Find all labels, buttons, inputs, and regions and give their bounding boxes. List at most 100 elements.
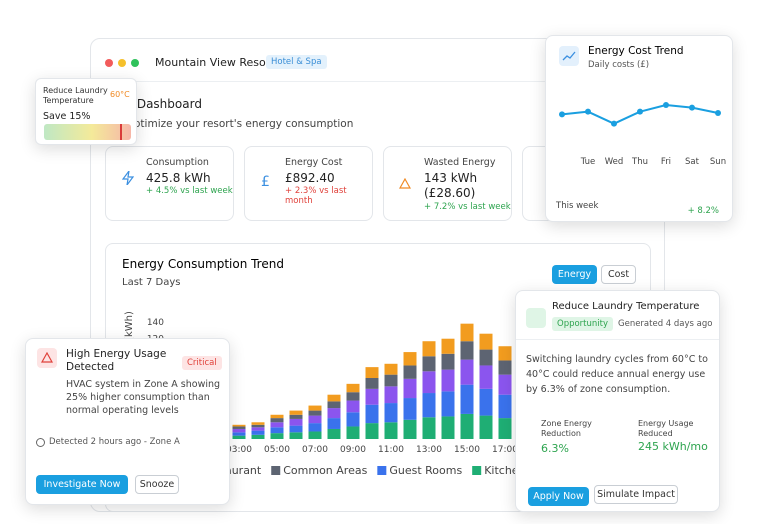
bar-segment bbox=[460, 323, 474, 342]
bar-segment bbox=[232, 435, 246, 439]
bar-segment bbox=[327, 408, 341, 419]
legend-swatch bbox=[377, 466, 387, 475]
bar-segment bbox=[384, 363, 398, 375]
bar-segment bbox=[498, 360, 512, 375]
cost-point bbox=[559, 111, 565, 118]
bar-segment bbox=[479, 349, 493, 366]
bar-segment bbox=[251, 427, 265, 431]
bar-segment bbox=[327, 394, 341, 402]
bar-segment bbox=[289, 418, 303, 426]
cost-card: Energy Cost Trend Daily costs (£) This w… bbox=[545, 35, 733, 222]
action-button[interactable]: Apply Now bbox=[528, 487, 589, 506]
divider bbox=[516, 339, 719, 340]
stat-value: 143 kWh bbox=[424, 171, 478, 185]
legend-swatch bbox=[472, 466, 482, 475]
bar-segment bbox=[365, 367, 379, 378]
icon bbox=[37, 348, 57, 368]
bar-segment bbox=[251, 424, 265, 428]
icon bbox=[41, 352, 53, 363]
mini-saving: Save 15% bbox=[43, 111, 91, 122]
x-tick-label: 07:00 bbox=[302, 445, 328, 455]
bar-segment bbox=[251, 430, 265, 435]
chart-subtitle: Daily costs (£) bbox=[588, 60, 649, 70]
cost-point bbox=[585, 108, 591, 115]
alert-description: HVAC system in Zone A showing 25% higher… bbox=[66, 379, 221, 416]
bar-segment bbox=[460, 384, 474, 414]
bar-segment bbox=[346, 383, 360, 393]
bar-segment bbox=[384, 403, 398, 423]
x-tick-label: 11:00 bbox=[378, 445, 404, 455]
alert-card: High Energy Usage Detected Critical HVAC… bbox=[25, 338, 230, 505]
cost-point bbox=[689, 104, 695, 111]
chart-subtitle: Last 7 Days bbox=[122, 277, 181, 288]
stat-card: £ Energy Cost £892.40 + 2.3% vs last mon… bbox=[244, 146, 373, 221]
bar-segment bbox=[346, 426, 360, 439]
stat-change: + 7.2% vs last week bbox=[424, 202, 511, 212]
bar-segment bbox=[403, 378, 417, 399]
bar-segment bbox=[403, 365, 417, 379]
x-tick-label: Fri bbox=[661, 157, 671, 167]
metric-value: 6.3% bbox=[541, 442, 569, 455]
temperature-bar bbox=[44, 124, 131, 140]
bar-segment bbox=[289, 432, 303, 439]
bar-segment bbox=[270, 427, 284, 434]
bar-segment bbox=[479, 415, 493, 439]
x-tick-label: 15:00 bbox=[454, 445, 480, 455]
metric-label: Zone Energy Reduction bbox=[541, 419, 592, 438]
icon: £ bbox=[261, 174, 270, 190]
icon bbox=[562, 51, 576, 61]
stat-card: Wasted Energy 143 kWh (£28.60) + 7.2% vs… bbox=[383, 146, 512, 221]
stat-value: £892.40 bbox=[285, 171, 335, 185]
bar-segment bbox=[403, 398, 417, 420]
bar-segment bbox=[498, 394, 512, 419]
clock-icon bbox=[36, 438, 45, 447]
bar-segment bbox=[384, 386, 398, 404]
icon bbox=[122, 171, 134, 185]
stat-value: (£28.60) bbox=[424, 186, 476, 200]
window-badge: Hotel & Spa bbox=[266, 55, 327, 69]
bar-segment bbox=[270, 422, 284, 428]
bar-segment bbox=[346, 412, 360, 427]
bar-segment bbox=[498, 418, 512, 439]
bar-segment bbox=[403, 419, 417, 439]
bar-segment bbox=[308, 423, 322, 432]
bar-segment bbox=[289, 410, 303, 415]
action-button[interactable]: Snooze bbox=[135, 475, 179, 494]
stat-card: Consumption 425.8 kWh + 4.5% vs last wee… bbox=[105, 146, 234, 221]
toggle-button[interactable]: Cost bbox=[601, 265, 636, 284]
bar-segment bbox=[270, 418, 284, 423]
bar-segment bbox=[422, 393, 436, 418]
bar-segment bbox=[498, 346, 512, 361]
bar-segment bbox=[251, 422, 265, 425]
bar-segment bbox=[232, 424, 246, 427]
x-tick-label: Wed bbox=[605, 157, 624, 167]
chart-title: Energy Cost Trend bbox=[588, 45, 684, 57]
chart-title: Energy Consumption Trend bbox=[122, 257, 284, 271]
dot bbox=[131, 59, 139, 67]
metric-value: 245 kWh/mo bbox=[638, 440, 708, 453]
y-axis-label: (kWh) bbox=[124, 311, 135, 341]
x-tick-label: 17:00 bbox=[492, 445, 518, 455]
bar-segment bbox=[422, 356, 436, 372]
bar-segment bbox=[422, 341, 436, 357]
severity-badge: Critical bbox=[182, 356, 222, 370]
bar-segment bbox=[460, 359, 474, 385]
bar-segment bbox=[384, 374, 398, 387]
cost-point bbox=[611, 120, 617, 127]
toggle-button[interactable]: Energy bbox=[552, 265, 597, 284]
bar-segment bbox=[232, 432, 246, 436]
rec-badge: Opportunity bbox=[552, 317, 614, 331]
action-button[interactable]: Simulate Impact bbox=[594, 485, 678, 504]
x-tick-label: 13:00 bbox=[416, 445, 442, 455]
bar-segment bbox=[441, 416, 455, 439]
bar-segment bbox=[422, 371, 436, 394]
bar-segment bbox=[308, 405, 322, 411]
bar-segment bbox=[251, 434, 265, 439]
dot bbox=[105, 59, 113, 67]
action-button[interactable]: Investigate Now bbox=[36, 475, 128, 494]
x-tick-label: Tue bbox=[580, 157, 596, 167]
bar-segment bbox=[232, 428, 246, 433]
bar-segment bbox=[365, 423, 379, 439]
bar-segment bbox=[289, 425, 303, 433]
